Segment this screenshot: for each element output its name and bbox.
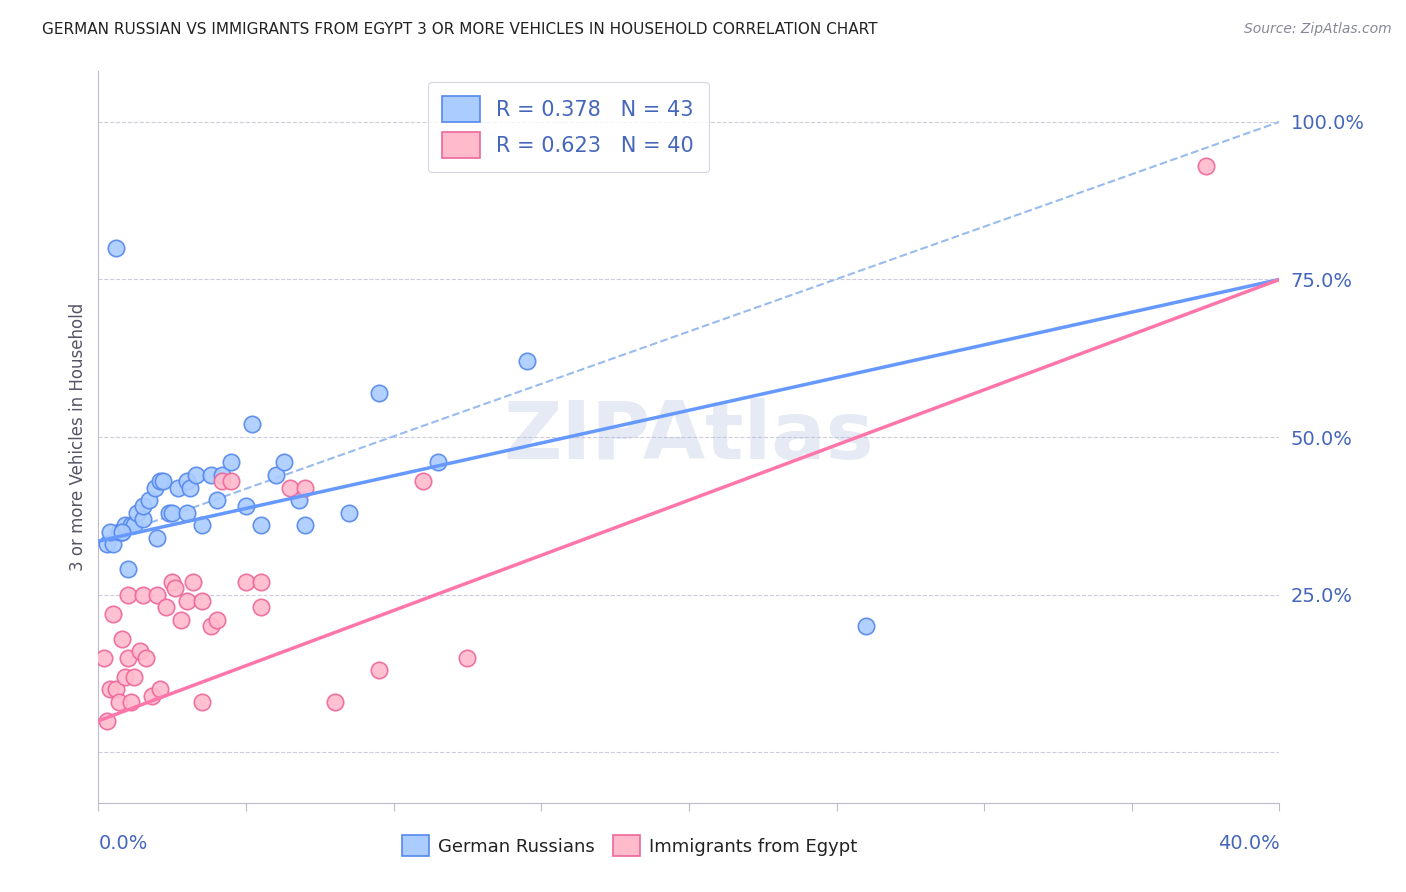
Point [96, 537, 118, 551]
Point [146, 588, 169, 602]
Point [288, 493, 311, 508]
Point [412, 474, 434, 488]
Point [219, 474, 243, 488]
Point [855, 619, 877, 633]
Point [368, 386, 391, 401]
Point [165, 582, 187, 596]
Point [294, 518, 316, 533]
Point [162, 575, 183, 590]
Point [191, 695, 214, 709]
Text: Source: ZipAtlas.com: Source: ZipAtlas.com [1244, 22, 1392, 37]
Point [200, 619, 222, 633]
Point [108, 524, 131, 539]
Point [120, 695, 142, 709]
Point [105, 241, 128, 255]
Point [103, 537, 125, 551]
Point [427, 455, 450, 469]
Point [162, 506, 183, 520]
Point [176, 474, 198, 488]
Point [205, 493, 228, 508]
Point [152, 474, 174, 488]
Point [141, 689, 163, 703]
Point [211, 467, 233, 482]
Point [111, 524, 134, 539]
Point [176, 506, 198, 520]
Point [1195, 159, 1218, 173]
Point [135, 650, 157, 665]
Point [170, 613, 193, 627]
Point [132, 512, 155, 526]
Point [323, 695, 346, 709]
Point [96, 714, 118, 728]
Point [122, 670, 145, 684]
Point [205, 613, 228, 627]
Point [273, 455, 295, 469]
Point [176, 594, 198, 608]
Text: GERMAN RUSSIAN VS IMMIGRANTS FROM EGYPT 3 OR MORE VEHICLES IN HOUSEHOLD CORRELAT: GERMAN RUSSIAN VS IMMIGRANTS FROM EGYPT … [42, 22, 877, 37]
Text: 40.0%: 40.0% [1218, 834, 1279, 853]
Point [122, 518, 145, 533]
Point [146, 531, 169, 545]
Point [114, 670, 136, 684]
Point [264, 467, 287, 482]
Point [143, 481, 166, 495]
Point [117, 588, 139, 602]
Point [105, 682, 128, 697]
Point [132, 588, 155, 602]
Point [117, 650, 139, 665]
Point [278, 481, 302, 495]
Point [219, 455, 243, 469]
Point [149, 682, 172, 697]
Point [516, 354, 538, 368]
Text: ZIPAtlas: ZIPAtlas [503, 398, 875, 476]
Point [120, 518, 142, 533]
Point [128, 644, 150, 658]
Point [114, 518, 136, 533]
Point [211, 474, 233, 488]
Point [240, 417, 263, 432]
Point [250, 518, 273, 533]
Point [98, 682, 121, 697]
Point [235, 575, 257, 590]
Point [368, 664, 391, 678]
Point [108, 695, 131, 709]
Point [98, 524, 121, 539]
Point [117, 562, 139, 576]
Point [181, 575, 204, 590]
Point [111, 632, 134, 646]
Point [250, 575, 273, 590]
Point [93, 650, 115, 665]
Point [250, 600, 273, 615]
Y-axis label: 3 or more Vehicles in Household: 3 or more Vehicles in Household [69, 303, 87, 571]
Point [456, 650, 478, 665]
Point [125, 506, 148, 520]
Point [191, 518, 214, 533]
Point [149, 474, 172, 488]
Point [337, 506, 360, 520]
Point [179, 481, 201, 495]
Point [157, 506, 180, 520]
Point [111, 524, 134, 539]
Point [294, 481, 316, 495]
Point [103, 607, 125, 621]
Point [200, 467, 222, 482]
Point [184, 467, 207, 482]
Point [235, 500, 257, 514]
Text: 0.0%: 0.0% [98, 834, 148, 853]
Point [155, 600, 177, 615]
Legend: German Russians, Immigrants from Egypt: German Russians, Immigrants from Egypt [395, 828, 865, 863]
Point [167, 481, 190, 495]
Point [132, 500, 155, 514]
Point [191, 594, 214, 608]
Point [138, 493, 160, 508]
